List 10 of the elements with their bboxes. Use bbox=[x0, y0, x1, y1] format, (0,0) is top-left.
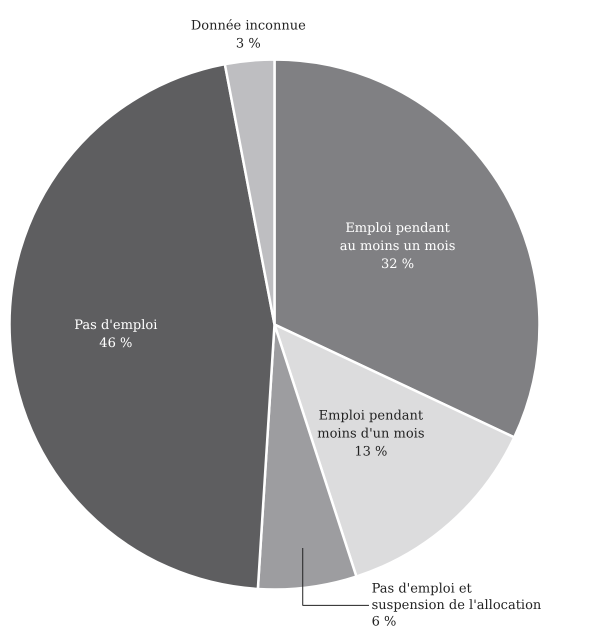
data-label: 46 % bbox=[99, 336, 132, 351]
slice-label: Emploi pendant au moins un mois bbox=[340, 220, 456, 254]
data-label: 32 % bbox=[381, 256, 414, 272]
slice-label: Donnée inconnue bbox=[190, 18, 306, 34]
data-label: 6 % bbox=[372, 614, 396, 630]
slice-label: Pas d'emploi bbox=[74, 318, 158, 333]
data-label: 13 % bbox=[354, 444, 388, 460]
slice-label: Pas d'emploi et suspension de l'allocation bbox=[372, 581, 542, 613]
slice-label: Emploi pendant moins d'un mois bbox=[317, 408, 425, 442]
data-label: 3 % bbox=[236, 36, 261, 52]
